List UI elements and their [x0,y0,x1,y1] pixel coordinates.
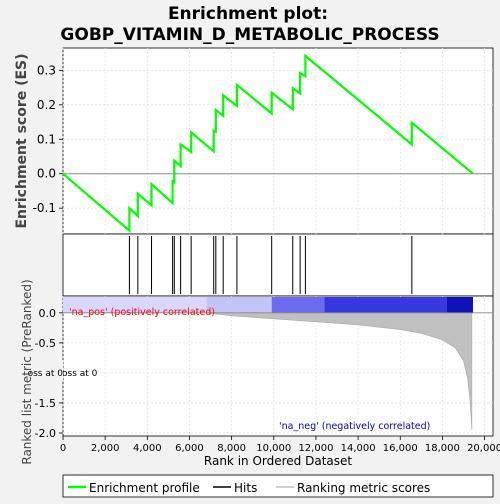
metric-ytick-label: -2.0 [35,427,56,440]
rank-bar-segment [271,297,325,313]
metric-ytick-label: -1.5 [35,397,56,410]
chart-title-line1: Enrichment plot: [168,4,328,24]
es-y-label: Enrichment score (ES) [14,53,30,228]
xtick-label: 2,000 [91,443,120,454]
ranking-metric-area [63,312,493,431]
es-y-axis: -0.1 0.0 0.1 0.2 0.3 [33,63,63,215]
es-ytick-label: 0.3 [37,63,56,77]
metric-ytick-label: 0.0 [39,307,57,320]
rank-bar-segment [206,297,272,313]
metric-ytick-label: -0.5 [35,337,56,350]
xtick-label: 14,000 [341,443,376,454]
xtick-label: 20,000 [467,443,500,454]
hits-panel [62,233,494,297]
rank-color-bar [63,297,473,313]
legend-label-hits: Hits [234,481,257,495]
xtick-label: 18,000 [425,443,460,454]
hit-markers [128,236,413,294]
es-ytick-label: 0.2 [37,98,56,112]
xtick-label: 4,000 [133,443,162,454]
xtick-label: 10,000 [256,443,291,454]
xtick-label: 6,000 [175,443,204,454]
xtick-label: 12,000 [298,443,333,454]
rank-bar-segment [324,297,447,313]
label-negatively-correlated: 'na_neg' (negatively correlated) [279,421,430,432]
xtick-label: 8,000 [217,443,246,454]
es-ytick-label: 0.0 [37,167,56,181]
legend-label-metric: Ranking metric scores [297,481,430,495]
label-zero-cross: Zero cross at 0 [30,369,98,379]
metric-y-label: Ranked list metric (PreRanked) [20,279,34,464]
ranking-metric-fill [63,312,473,431]
enrichment-profile [62,53,474,233]
label-zero-cross-tail: oss at 0 [28,369,64,379]
x-axis-label: Rank in Ordered Dataset [204,454,352,468]
xtick-label: 16,000 [383,443,418,454]
rank-bar-segment [446,297,473,313]
legend-label-enrichment: Enrichment profile [89,481,200,495]
rank-bar-segment [63,297,207,313]
metric-grid [62,296,493,436]
chart-title-line2: GOBP_VITAMIN_D_METABOLIC_PROCESS [60,25,439,45]
enrichment-profile-line [62,53,474,233]
rank-x-axis: 0 2,000 4,000 6,000 8,000 10,000 12,000 14,000 1… [60,436,500,454]
legend: Enrichment profile Hits Ranking metric s… [62,474,494,498]
zero-cross-mask [0,360,63,380]
es-ytick-label: -0.1 [33,201,56,215]
es-ytick-label: 0.1 [37,132,56,146]
legend-box [62,474,494,498]
label-positively-correlated: 'na_pos' (positively correlated) [69,307,215,318]
es-grid [62,48,493,234]
es-panel [62,47,494,235]
xtick-label: 0 [60,443,66,454]
